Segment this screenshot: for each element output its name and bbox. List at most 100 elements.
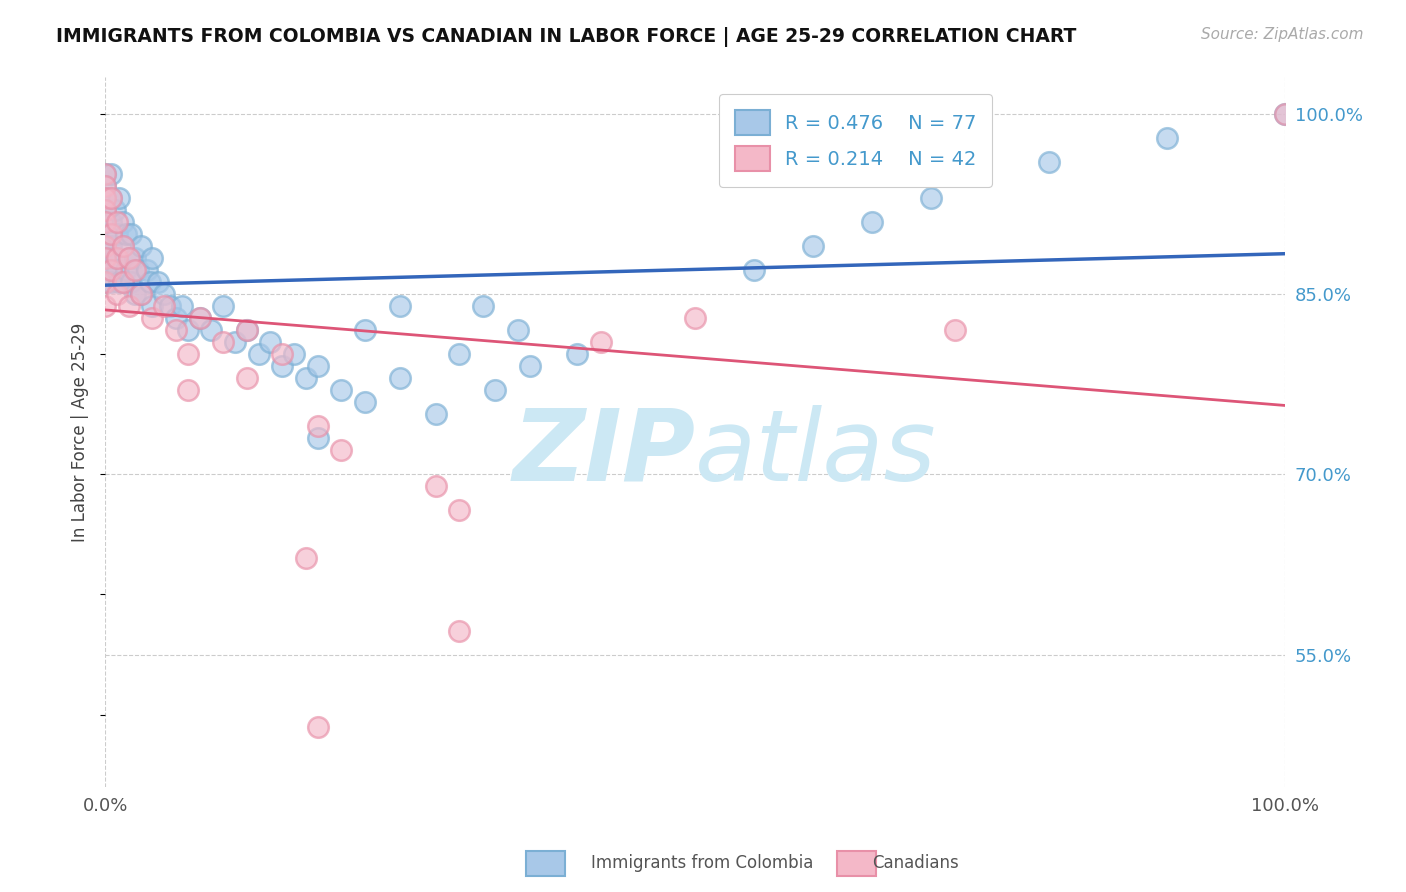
Point bbox=[165, 310, 187, 325]
Point bbox=[330, 383, 353, 397]
Point bbox=[307, 359, 329, 373]
Point bbox=[135, 262, 157, 277]
Point bbox=[105, 262, 128, 277]
Point bbox=[153, 299, 176, 313]
Point bbox=[100, 167, 122, 181]
Text: Canadians: Canadians bbox=[872, 855, 959, 872]
Point bbox=[683, 310, 706, 325]
Point bbox=[153, 286, 176, 301]
Point bbox=[449, 347, 471, 361]
Point bbox=[100, 191, 122, 205]
Point bbox=[115, 262, 138, 277]
Point bbox=[943, 323, 966, 337]
Point bbox=[188, 310, 211, 325]
Point bbox=[108, 275, 131, 289]
Point bbox=[188, 310, 211, 325]
Point bbox=[105, 286, 128, 301]
Point bbox=[105, 215, 128, 229]
Point bbox=[177, 347, 200, 361]
Point bbox=[259, 334, 281, 349]
Point bbox=[100, 262, 122, 277]
Point bbox=[389, 371, 412, 385]
Point bbox=[100, 251, 122, 265]
Point bbox=[105, 251, 128, 265]
Point bbox=[129, 286, 152, 301]
Point bbox=[567, 347, 589, 361]
Point bbox=[94, 167, 117, 181]
FancyBboxPatch shape bbox=[526, 851, 565, 876]
Point bbox=[920, 191, 942, 205]
Point bbox=[484, 383, 506, 397]
Point bbox=[283, 347, 305, 361]
Point bbox=[236, 323, 259, 337]
Point bbox=[124, 251, 146, 265]
Point bbox=[307, 431, 329, 445]
Point bbox=[94, 239, 117, 253]
Point bbox=[271, 347, 294, 361]
Point bbox=[94, 239, 117, 253]
Point bbox=[389, 299, 412, 313]
Point bbox=[139, 275, 162, 289]
Point bbox=[294, 551, 316, 566]
Text: ZIP: ZIP bbox=[512, 405, 695, 502]
Point bbox=[353, 323, 375, 337]
Point bbox=[236, 323, 259, 337]
Point bbox=[115, 227, 138, 241]
Point bbox=[94, 275, 117, 289]
Point bbox=[111, 239, 134, 253]
Point bbox=[104, 202, 127, 217]
Point bbox=[100, 275, 122, 289]
Point bbox=[425, 479, 447, 493]
Point bbox=[159, 299, 181, 313]
Point bbox=[118, 251, 141, 265]
Point bbox=[589, 334, 612, 349]
Point bbox=[148, 275, 170, 289]
Point bbox=[860, 215, 883, 229]
Point bbox=[1038, 154, 1060, 169]
Point bbox=[124, 286, 146, 301]
Point bbox=[177, 383, 200, 397]
Text: Immigrants from Colombia: Immigrants from Colombia bbox=[591, 855, 813, 872]
Legend: R = 0.476    N = 77, R = 0.214    N = 42: R = 0.476 N = 77, R = 0.214 N = 42 bbox=[720, 95, 993, 187]
Point bbox=[120, 275, 142, 289]
Point bbox=[120, 227, 142, 241]
Point bbox=[141, 251, 163, 265]
Point bbox=[247, 347, 270, 361]
Point bbox=[1156, 130, 1178, 145]
Point bbox=[94, 202, 117, 217]
Point bbox=[94, 178, 117, 193]
Point bbox=[108, 191, 131, 205]
Point bbox=[165, 323, 187, 337]
Point bbox=[307, 419, 329, 434]
Point bbox=[141, 299, 163, 313]
Point bbox=[94, 178, 117, 193]
Point bbox=[1274, 106, 1296, 120]
Point bbox=[742, 262, 765, 277]
Point bbox=[449, 624, 471, 638]
Point bbox=[94, 202, 117, 217]
Point bbox=[94, 191, 117, 205]
Point bbox=[94, 191, 117, 205]
Point bbox=[129, 239, 152, 253]
Text: atlas: atlas bbox=[695, 405, 936, 502]
Point bbox=[212, 334, 235, 349]
Point bbox=[94, 215, 117, 229]
Point bbox=[94, 167, 117, 181]
Point bbox=[111, 239, 134, 253]
Point bbox=[129, 286, 152, 301]
Y-axis label: In Labor Force | Age 25-29: In Labor Force | Age 25-29 bbox=[72, 323, 89, 541]
Point bbox=[471, 299, 494, 313]
Point bbox=[294, 371, 316, 385]
Point bbox=[94, 251, 117, 265]
Point bbox=[271, 359, 294, 373]
Point bbox=[100, 227, 122, 241]
Point bbox=[801, 239, 824, 253]
Point bbox=[94, 227, 117, 241]
Point bbox=[170, 299, 193, 313]
Point bbox=[94, 275, 117, 289]
Point bbox=[425, 407, 447, 421]
Point bbox=[200, 323, 222, 337]
Point bbox=[141, 310, 163, 325]
Point bbox=[127, 262, 149, 277]
Point bbox=[94, 215, 117, 229]
